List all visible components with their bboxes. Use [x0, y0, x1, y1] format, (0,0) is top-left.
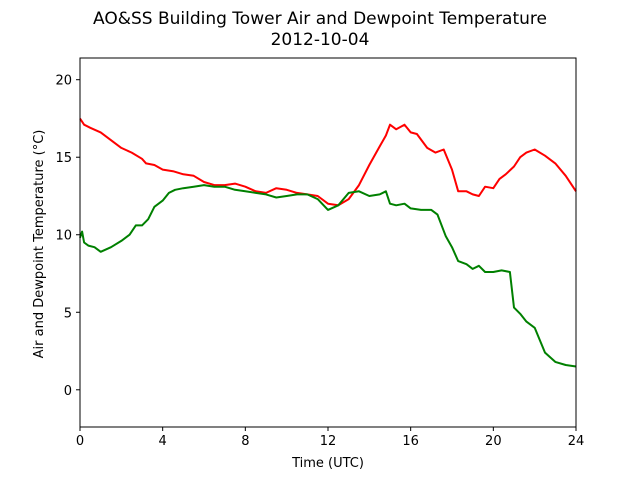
- x-axis: 0 4 8 12 16 20 24: [76, 427, 584, 449]
- chart-subtitle: 2012-10-04: [271, 30, 370, 50]
- x-tick-label: 24: [568, 434, 585, 449]
- y-tick-label: 0: [64, 384, 72, 399]
- y-axis: 0 5 10 15 20: [55, 74, 80, 399]
- x-tick-label: 4: [159, 434, 167, 449]
- x-tick-label: 16: [402, 434, 419, 449]
- y-axis-label: Air and Dewpoint Temperature (°C): [32, 130, 47, 359]
- x-axis-label: Time (UTC): [291, 456, 364, 471]
- y-tick-label: 20: [55, 74, 72, 89]
- plot-frame: [79, 57, 577, 428]
- x-tick-label: 20: [485, 434, 502, 449]
- series-line-0: [79, 117, 577, 207]
- y-tick-label: 10: [55, 229, 72, 244]
- x-tick-label: 12: [320, 434, 337, 449]
- x-tick-label: 0: [76, 434, 84, 449]
- plot-area: [79, 57, 577, 428]
- series-layer: [79, 117, 577, 368]
- chart-title: AO&SS Building Tower Air and Dewpoint Te…: [93, 9, 547, 29]
- y-tick-label: 15: [55, 151, 72, 166]
- x-tick-label: 8: [241, 434, 249, 449]
- y-tick-label: 5: [64, 306, 72, 321]
- series-line-1: [79, 184, 577, 368]
